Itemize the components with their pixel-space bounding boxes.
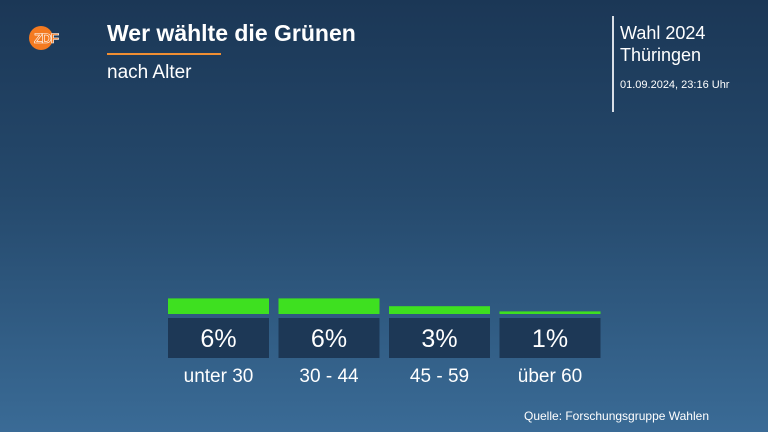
value-label-1: 6%	[311, 325, 347, 353]
chart-subtitle: nach Alter	[107, 62, 192, 83]
source-note: Quelle: Forschungsgruppe Wahlen	[524, 409, 709, 423]
zdf-logo: ZDF	[29, 26, 61, 50]
value-box-1	[278, 318, 380, 358]
title-underline	[107, 53, 221, 55]
value-label-0: 6%	[200, 325, 236, 353]
event-label-election: Wahl 2024	[620, 23, 706, 43]
event-label-state: Thüringen	[620, 45, 702, 65]
zdf-logo-circle	[29, 26, 53, 50]
value-label-3: 1%	[532, 325, 568, 353]
bar-0	[168, 298, 269, 314]
category-label-0: unter 30	[184, 366, 254, 387]
zdf-logo-text: ZDF	[34, 30, 60, 46]
header-divider	[612, 16, 614, 112]
category-label-1: 30 - 44	[299, 366, 359, 387]
chart-title: Wer wählte die Grünen	[107, 20, 356, 46]
bar-1	[278, 298, 380, 314]
bar-2	[389, 306, 490, 314]
value-box-0	[168, 318, 269, 358]
value-box-2	[389, 318, 490, 358]
event-label: Wahl 2024 Thüringen	[620, 22, 705, 66]
category-label-3: über 60	[518, 366, 582, 387]
value-label-2: 3%	[421, 325, 457, 353]
value-box-3	[499, 318, 601, 358]
timestamp: 01.09.2024, 23:16 Uhr	[620, 79, 730, 91]
bar-3	[499, 311, 601, 314]
category-label-2: 45 - 59	[410, 366, 469, 387]
